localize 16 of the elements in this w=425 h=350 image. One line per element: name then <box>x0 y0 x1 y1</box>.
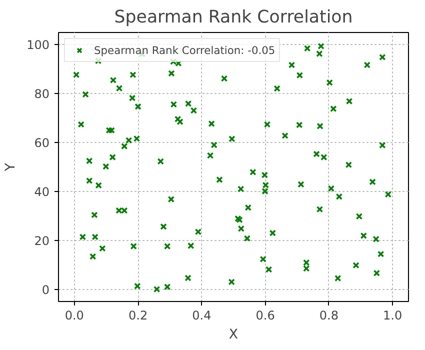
x-tick-label: 0.0 <box>64 308 84 322</box>
y-axis-title: Y <box>4 162 19 172</box>
y-tick-label: 0 <box>42 282 50 297</box>
y-tick-label: 80 <box>34 87 50 102</box>
y-tick-label: 40 <box>34 184 50 199</box>
chart-title: Spearman Rank Correlation <box>114 8 353 28</box>
x-axis-title: X <box>228 328 238 342</box>
x-tick-label: 0.8 <box>319 308 339 322</box>
x-tick-label: 0.2 <box>128 308 148 322</box>
y-tick-label: 20 <box>34 234 50 248</box>
legend-label: Spearman Rank Correlation: -0.05 <box>94 43 276 57</box>
y-tick-label: 100 <box>26 38 50 52</box>
x-tick-label: 0.6 <box>256 308 275 322</box>
x-tick-label: 1.0 <box>383 308 402 322</box>
y-tick-label: 60 <box>34 136 50 150</box>
x-tick-label: 0.4 <box>192 308 212 322</box>
